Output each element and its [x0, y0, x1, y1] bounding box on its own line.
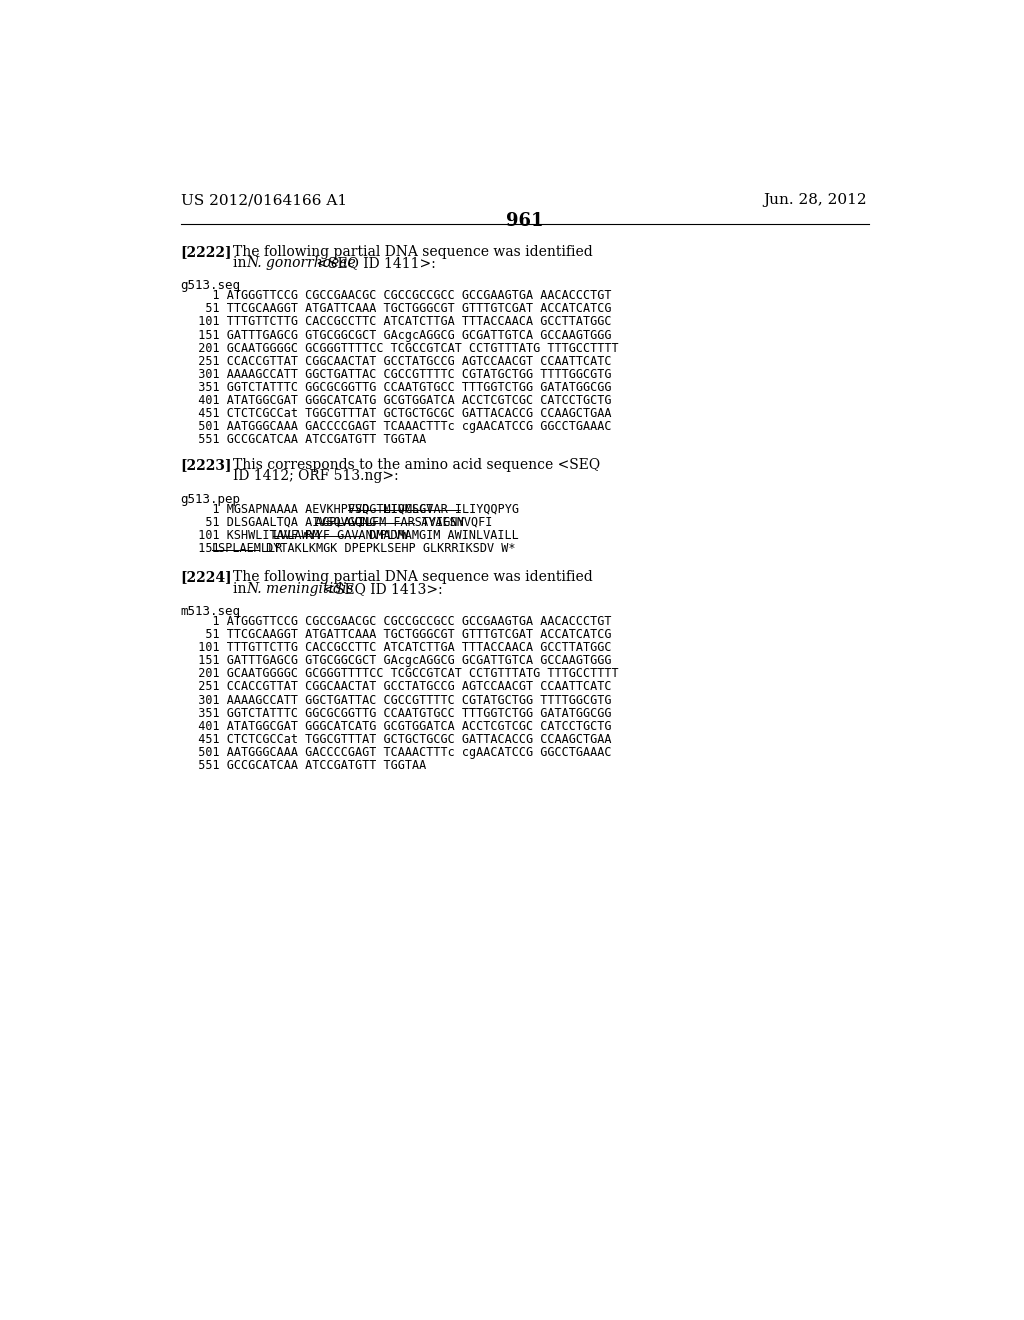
- Text: in: in: [232, 256, 251, 271]
- Text: 101 TTTGTTCTTG CACCGCCTTC ATCATCTTGA TTTACCAACA GCCTTATGGC: 101 TTTGTTCTTG CACCGCCTTC ATCATCTTGA TTT…: [183, 642, 611, 655]
- Text: m513.seq: m513.seq: [180, 605, 241, 618]
- Text: <SEQ ID 1413>:: <SEQ ID 1413>:: [319, 582, 443, 595]
- Text: 501 AATGGGCAAA GACCCCGAGT TCAAACTTTc cgAACATCCG GGCCTGAAAC: 501 AATGGGCAAA GACCCCGAGT TCAAACTTTc cgA…: [183, 746, 611, 759]
- Text: [2222]: [2222]: [180, 244, 232, 259]
- Text: 51 DLSGAALTQA AIVSQVGQNG: 51 DLSGAALTQA AIVSQVGQNG: [183, 516, 383, 529]
- Text: LVLAWYYF GAVANVPLVW: LVLAWYYF GAVANVPLVW: [272, 529, 409, 541]
- Text: 301 AAAAGCCATT GGCTGATTAC CGCCGTTTTC CGTATGCTGG TTTTGGCGTG: 301 AAAAGCCATT GGCTGATTAC CGCCGTTTTC CGT…: [183, 368, 611, 381]
- Text: 151 GATTTGAGCG GTGCGGCGCT GAcgcAGGCG GCGATTGTCA GCCAAGTGGG: 151 GATTTGAGCG GTGCGGCGCT GAcgcAGGCG GCG…: [183, 329, 611, 342]
- Text: US 2012/0164166 A1: US 2012/0164166 A1: [180, 193, 347, 207]
- Text: 51 TTCGCAAGGT ATGATTCAAA TGCTGGGCGT GTTTGTCGAT ACCATCATCG: 51 TTCGCAAGGT ATGATTCAAA TGCTGGGCGT GTTT…: [183, 628, 611, 642]
- Text: 961: 961: [506, 213, 544, 230]
- Text: This corresponds to the amino acid sequence <SEQ: This corresponds to the amino acid seque…: [232, 458, 600, 473]
- Text: 251 CCACCGTTAT CGGCAACTAT GCCTATGCCG AGTCCAACGT CCAATTCATC: 251 CCACCGTTAT CGGCAACTAT GCCTATGCCG AGT…: [183, 681, 611, 693]
- Text: 201 GCAATGGGGC GCGGGTTTTCC TCGCCGTCAT CCTGTTTATG TTTGCCTTTT: 201 GCAATGGGGC GCGGGTTTTCC TCGCCGTCAT CC…: [183, 668, 618, 680]
- Text: g513.pep: g513.pep: [180, 492, 241, 506]
- Text: DYTAKLKMGK DPEPKLSEHP GLKRRIKSDV W*: DYTAKLKMGK DPEPKLSEHP GLKRRIKSDV W*: [259, 543, 515, 554]
- Text: 101 TTTGTTCTTG CACCGCCTTC ATCATCTTGA TTTACCAACA GCCTTATGGC: 101 TTTGTTCTTG CACCGCCTTC ATCATCTTGA TTT…: [183, 315, 611, 329]
- Text: [2223]: [2223]: [180, 458, 232, 473]
- Text: AYAESNVQFI: AYAESNVQFI: [414, 516, 492, 529]
- Text: Jun. 28, 2012: Jun. 28, 2012: [764, 193, 867, 207]
- Text: N. gonorrhoeae: N. gonorrhoeae: [247, 256, 356, 271]
- Text: 401 ATATGGCGAT GGGCATCATG GCGTGGATCA ACCTCGTCGC CATCCTGCTG: 401 ATATGGCGAT GGGCATCATG GCGTGGATCA ACC…: [183, 719, 611, 733]
- Text: 151 GATTTGAGCG GTGCGGCGCT GAcgcAGGCG GCGATTGTCA GCCAAGTGGG: 151 GATTTGAGCG GTGCGGCGCT GAcgcAGGCG GCG…: [183, 655, 611, 668]
- Text: 251 CCACCGTTAT CGGCAACTAT GCCTATGCCG AGTCCAACGT CCAATTCATC: 251 CCACCGTTAT CGGCAACTAT GCCTATGCCG AGT…: [183, 355, 611, 368]
- Text: DMADMAMGIM AWINLVAILL: DMADMAMGIM AWINLVAILL: [361, 529, 519, 541]
- Text: The following partial DNA sequence was identified: The following partial DNA sequence was i…: [232, 244, 592, 259]
- Text: [2224]: [2224]: [180, 570, 232, 585]
- Text: 201 GCAATGGGGC GCGGGTTTTCC TCGCCGTCAT CCTGTTTATG TTTGCCTTTT: 201 GCAATGGGGC GCGGGTTTTCC TCGCCGTCAT CC…: [183, 342, 618, 355]
- Text: 1 ATGGGTTCCG CGCCGAACGC CGCCGCCGCC GCCGAAGTGA AACACCCTGT: 1 ATGGGTTCCG CGCCGAACGC CGCCGCCGCC GCCGA…: [183, 289, 611, 302]
- Text: in: in: [232, 582, 251, 595]
- Text: 101 KSHWLITAVF RM: 101 KSHWLITAVF RM: [183, 529, 319, 541]
- Text: 351 GGTCTATTTC GGCGCGGTTG CCAATGTGCC TTTGGTCTGG GATATGGCGG: 351 GGTCTATTTC GGCGCGGTTG CCAATGTGCC TTT…: [183, 706, 611, 719]
- Text: 51 TTCGCAAGGT ATGATTCAAA TGCTGGGCGT GTTTGTCGAT ACCATCATCG: 51 TTCGCAAGGT ATGATTCAAA TGCTGGGCGT GTTT…: [183, 302, 611, 315]
- Text: 551 GCCGCATCAA ATCCGATGTT TGGTAA: 551 GCCGCATCAA ATCCGATGTT TGGTAA: [183, 759, 426, 772]
- Text: AGPLAVILFM FARSTVIGNY: AGPLAVILFM FARSTVIGNY: [315, 516, 465, 529]
- Text: The following partial DNA sequence was identified: The following partial DNA sequence was i…: [232, 570, 592, 585]
- Text: 1 ATGGGTTCCG CGCCGAACGC CGCCGCCGCC GCCGAAGTGA AACACCCTGT: 1 ATGGGTTCCG CGCCGAACGC CGCCGCCGCC GCCGA…: [183, 615, 611, 628]
- Text: 501 AATGGGCAAA GACCCCGAGT TCAAACTTTc cgAACATCCG GGCCTGAAAC: 501 AATGGGCAAA GACCCCGAGT TCAAACTTTc cgA…: [183, 420, 611, 433]
- Text: 451 CTCTCGCCat TGGCGTTTAT GCTGCTGCGC GATTACACCG CCAAGCTGAA: 451 CTCTCGCCat TGGCGTTTAT GCTGCTGCGC GAT…: [183, 733, 611, 746]
- Text: 351 GGTCTATTTC GGCGCGGTTG CCAATGTGCC TTTGGTCTGG GATATGGCGG: 351 GGTCTATTTC GGCGCGGTTG CCAATGTGCC TTT…: [183, 381, 611, 393]
- Text: N. meningitidis: N. meningitidis: [247, 582, 354, 595]
- Text: ID 1412; ORF 513.ng>:: ID 1412; ORF 513.ng>:: [232, 470, 398, 483]
- Text: 301 AAAAGCCATT GGCTGATTAC CGCCGTTTTC CGTATGCTGG TTTTGGCGTG: 301 AAAAGCCATT GGCTGATTAC CGCCGTTTTC CGT…: [183, 693, 611, 706]
- Text: <SEQ ID 1411>:: <SEQ ID 1411>:: [312, 256, 436, 271]
- Text: 401 ATATGGCGAT GGGCATCATG GCGTGGATCA ACCTCGTCGC CATCCTGCTG: 401 ATATGGCGAT GGGCATCATG GCGTGGATCA ACC…: [183, 395, 611, 407]
- Text: g513.seq: g513.seq: [180, 280, 241, 292]
- Text: 1 MGSAPNAAAA AEVKHPVSQG MIQMLGV: 1 MGSAPNAAAA AEVKHPVSQG MIQMLGV: [183, 503, 433, 516]
- Text: 151: 151: [183, 543, 226, 554]
- Text: 551 GCCGCATCAA ATCCGATGTT TGGTAA: 551 GCCGCATCAA ATCCGATGTT TGGTAA: [183, 433, 426, 446]
- Text: LSPLAEMLLR: LSPLAEMLLR: [212, 543, 284, 554]
- Text: FVD TLIVCSCTAR ILIYQQPYG: FVD TLIVCSCTAR ILIYQQPYG: [348, 503, 519, 516]
- Text: 451 CTCTCGCCat TGGCGTTTAT GCTGCTGCGC GATTACACCG CCAAGCTGAA: 451 CTCTCGCCat TGGCGTTTAT GCTGCTGCGC GAT…: [183, 407, 611, 420]
